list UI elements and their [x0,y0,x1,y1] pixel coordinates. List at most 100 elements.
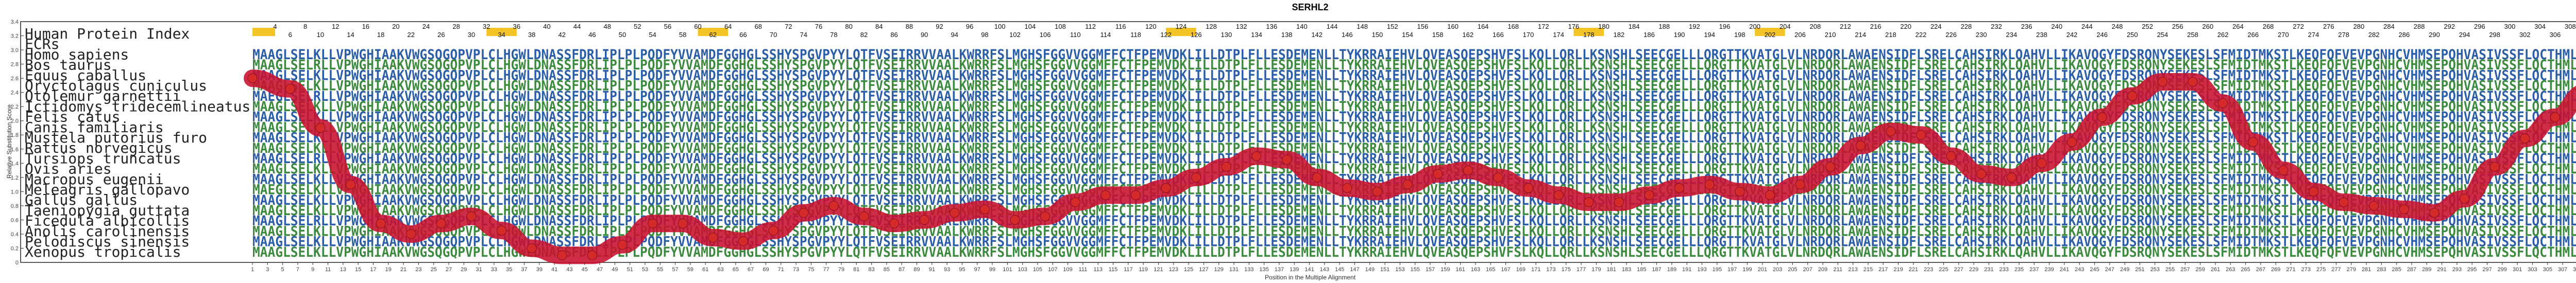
score-point [919,215,929,225]
score-point [677,218,688,228]
x-tick-label: 191 [1682,267,1691,273]
top-tick-label: 274 [2308,31,2319,39]
x-tick-label: 235 [2014,267,2024,273]
x-tick-label: 179 [1591,267,1601,273]
score-point [768,225,778,236]
x-tick-label: 25 [431,267,437,273]
y-tick-label: 0.2 [11,245,19,252]
top-tick-label: 194 [1704,31,1715,39]
x-tick-label: 83 [868,267,874,273]
score-point [1493,172,1503,183]
top-tick-label: 208 [1809,23,1821,30]
x-tick-label: 123 [1169,267,1178,273]
top-tick-label: 84 [875,23,883,30]
x-tick-label: 53 [642,267,648,273]
top-tick-label: 34 [498,31,505,39]
x-tick-label: 209 [1818,267,1827,273]
x-tick-label: 137 [1275,267,1284,273]
top-tick-label: 224 [1930,23,1942,30]
score-point [2338,197,2349,207]
score-point [1251,151,1262,162]
x-tick-label: 101 [1003,267,1012,273]
x-tick-label: 297 [2482,267,2492,273]
score-point [2489,162,2500,172]
top-tick-label: 288 [2414,23,2425,30]
x-tick-label: 5 [281,267,284,273]
top-tick-label: 56 [664,23,671,30]
sequence-alignment: MAAGLSELKLLVPWGHIAAKVWGSQGQPVPLCLHGWLDNA… [252,47,2576,260]
score-point [1191,172,1201,183]
top-tick-label: 298 [2489,31,2500,39]
score-point [2550,112,2560,122]
top-tick-label: 270 [2278,31,2289,39]
top-tick-label: 110 [1070,31,1081,39]
highlight-band [698,28,728,36]
top-tick-label: 258 [2187,31,2198,39]
top-tick-label: 102 [1009,31,1021,39]
species-label: Xenopus tropicalis [25,243,181,260]
x-tick-label: 7 [296,267,299,273]
score-point [2460,193,2470,204]
top-tick-label: 10 [317,31,324,39]
top-tick-label: 132 [1236,23,1247,30]
top-tick-label: 96 [966,23,973,30]
top-tick-label: 166 [1493,31,1504,39]
top-tick-label: 170 [1523,31,1534,39]
top-tick-label: 22 [407,31,414,39]
x-tick-label: 81 [853,267,859,273]
top-tick-label: 118 [1130,31,1141,39]
alignment-row: MAAGLSELKLLVPWGHIAAKVWGSQGQPVPLCLHGWLDNA… [252,130,2576,146]
score-point [2097,112,2107,122]
x-tick-label: 185 [1637,267,1646,273]
score-point [406,229,416,239]
x-tick-label: 27 [446,267,452,273]
x-tick-label: 251 [2135,267,2144,273]
species-label: Otolemur garnettii [25,87,181,104]
top-tick-label: 90 [921,31,928,39]
top-tick-label: 250 [2127,31,2138,39]
x-tick-label: 153 [1395,267,1404,273]
x-tick-label: 169 [1516,267,1526,273]
x-tick-label: 211 [1834,267,1843,273]
top-tick-label: 300 [2504,23,2516,30]
x-tick-label: 163 [1471,267,1480,273]
score-point [2309,186,2318,197]
top-tick-label: 138 [1281,31,1293,39]
x-tick-label: 183 [1622,267,1631,273]
highlight-band [1755,28,1785,36]
alignment-row: MAAGLSELKLLVPWGHIAAKVWGSQGQPVPLCLHGWLDNA… [252,119,2576,135]
x-tick-label: 143 [1320,267,1329,273]
top-tick-label: 76 [815,23,822,30]
top-tick-label: 240 [2051,23,2062,30]
top-tick-label: 98 [981,31,988,39]
x-tick-label: 105 [1033,267,1042,273]
x-tick-label: 253 [2150,267,2160,273]
species-label: Equus caballus [25,67,146,84]
score-point [497,225,507,236]
x-tick-label: 265 [2241,267,2250,273]
highlight-band [486,28,517,36]
top-tick-label: 286 [2398,31,2410,39]
top-tick-label: 278 [2338,31,2349,39]
top-tick-label: 214 [1855,31,1866,39]
species-label: Rattus norvegicus [25,139,173,156]
x-tick-label: 305 [2543,267,2552,273]
x-tick-label: 47 [597,267,603,273]
top-tick-label: 108 [1055,23,1066,30]
x-tick-label: 43 [566,267,572,273]
top-tick-label: 116 [1115,23,1126,30]
top-tick-label: 248 [2112,23,2123,30]
x-tick-label: 35 [506,267,512,273]
score-point [1221,162,1231,172]
species-label: Pelodiscus sinensis [25,233,190,250]
top-tick-label: 120 [1145,23,1157,30]
top-tick-label: 234 [2006,31,2017,39]
x-tick-label: 301 [2513,267,2522,273]
x-tick-label: 157 [1426,267,1435,273]
top-tick-label: 180 [1598,23,1609,30]
top-tick-label: 204 [1780,23,1791,30]
top-tick-label: 306 [2550,31,2561,39]
score-point [1523,183,1533,193]
score-point [1916,130,1926,140]
x-tick-label: 29 [461,267,467,273]
